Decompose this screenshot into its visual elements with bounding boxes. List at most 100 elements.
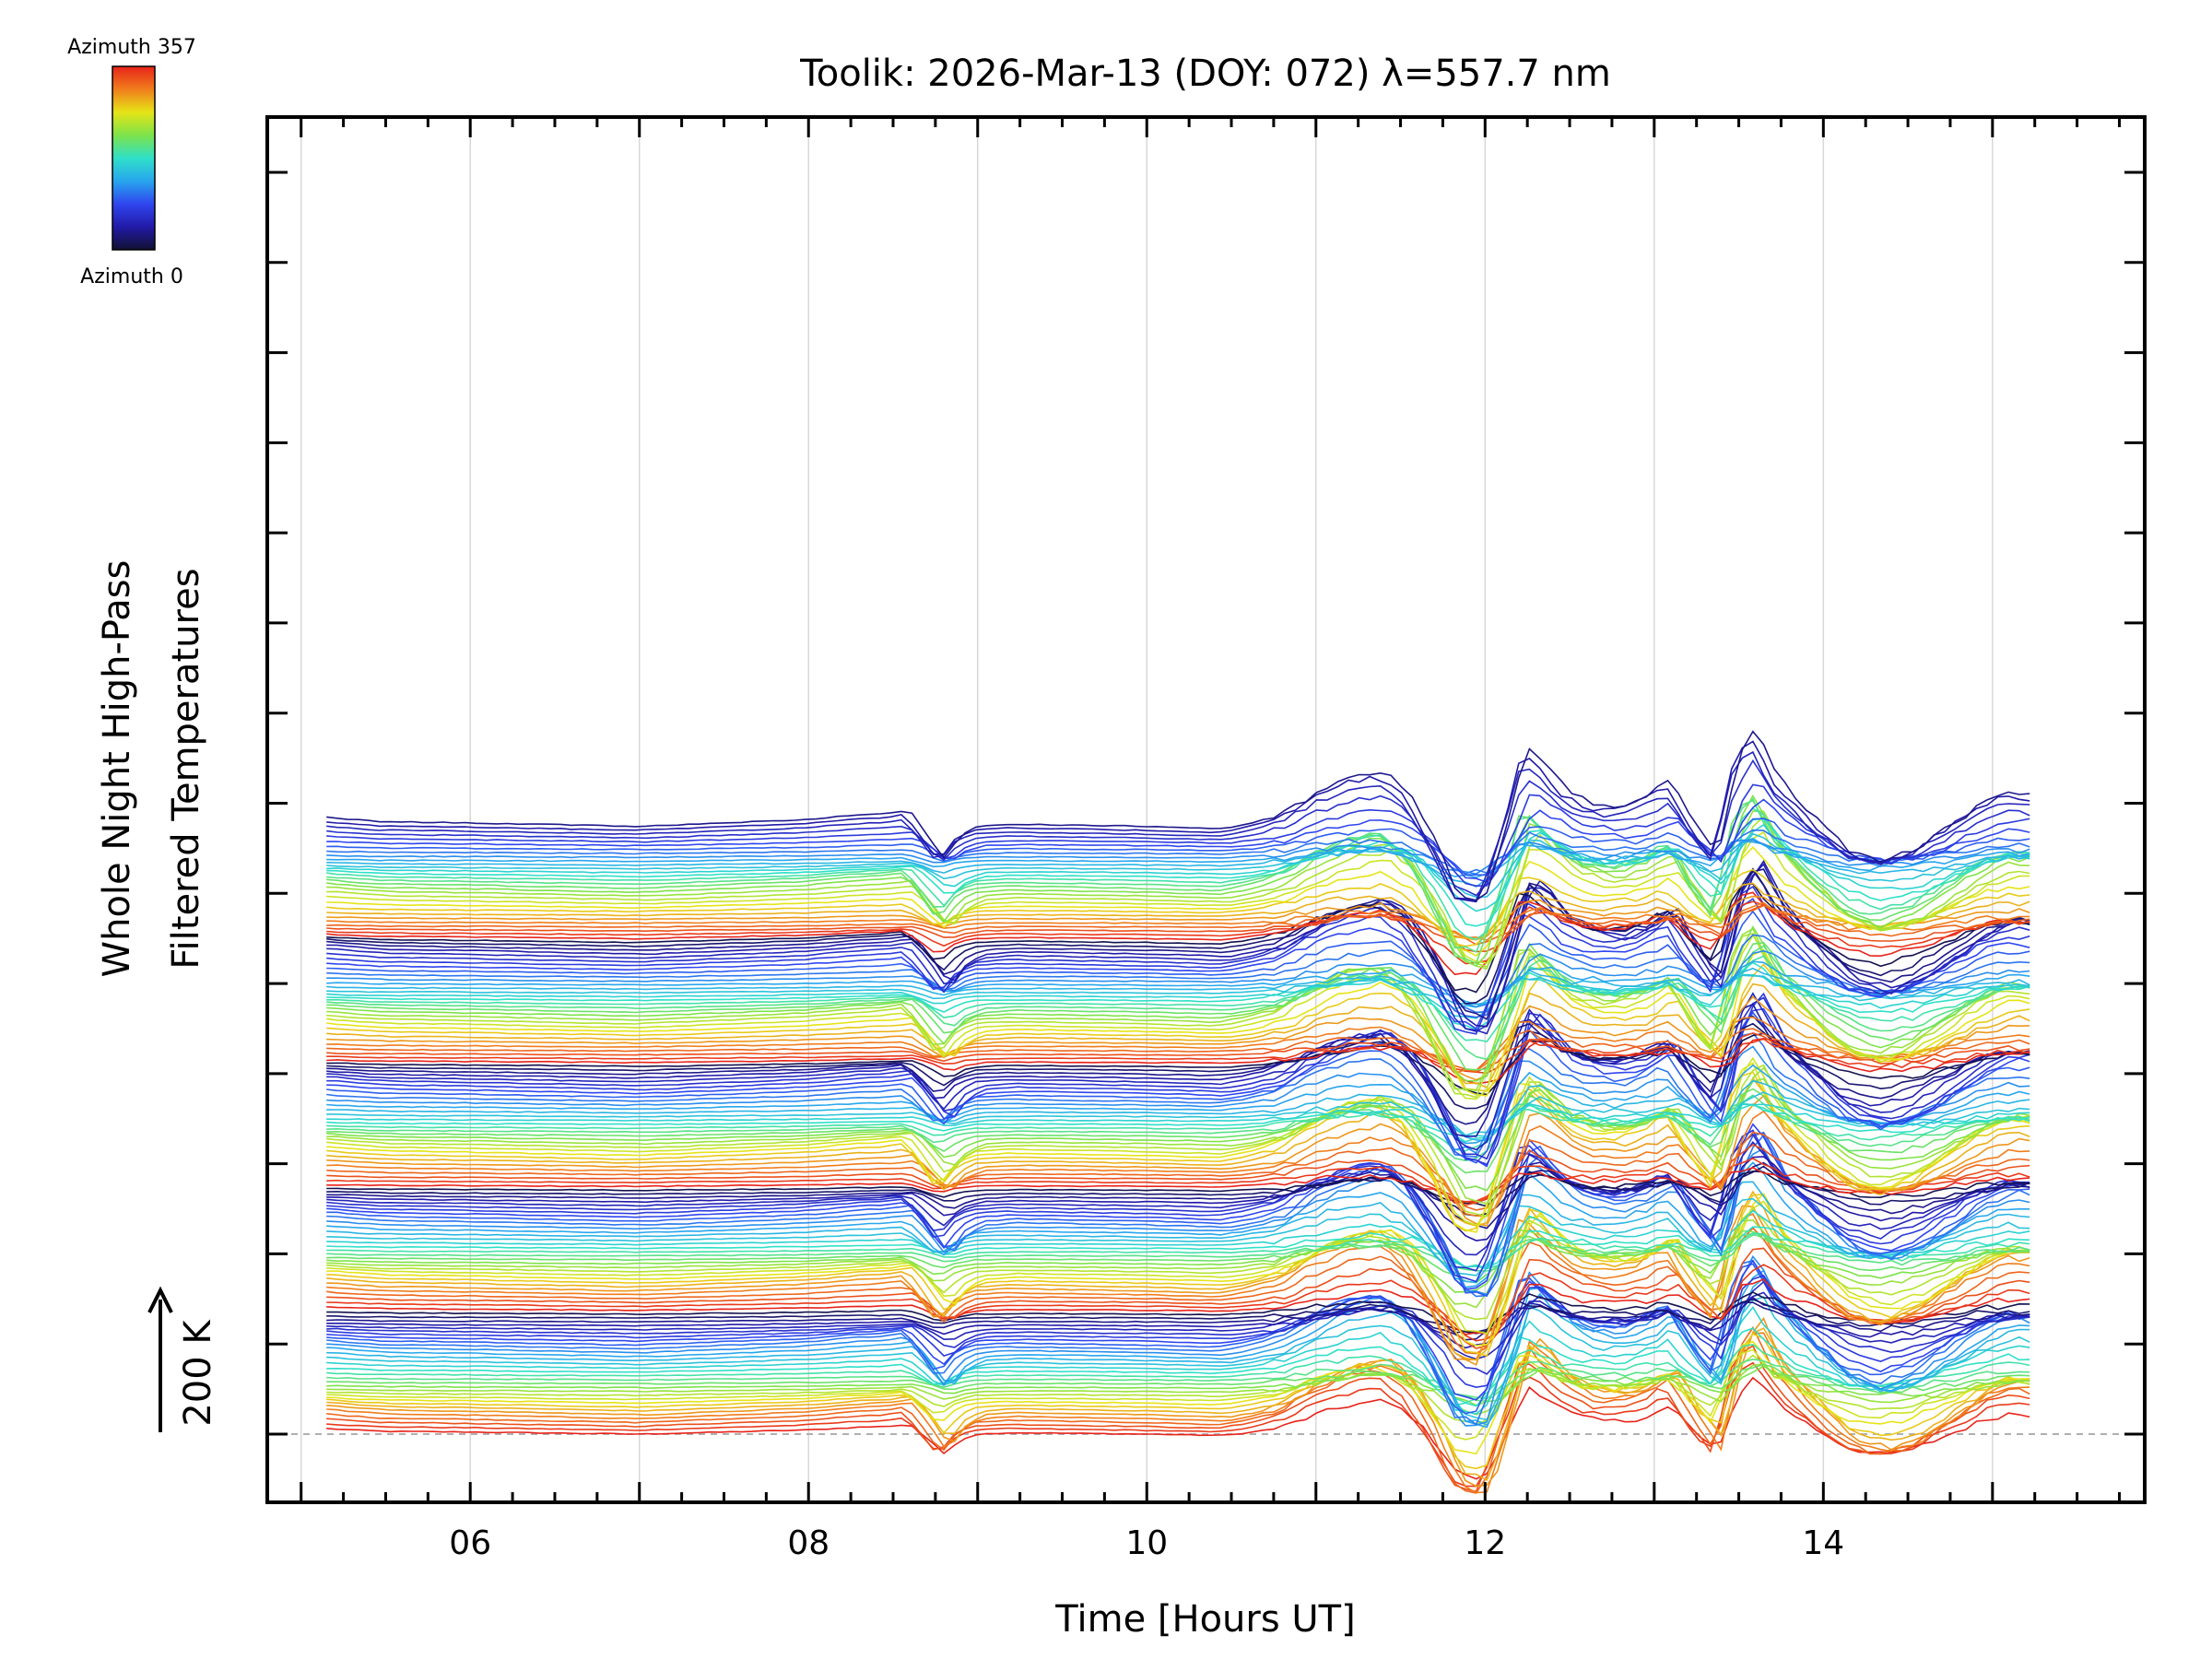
series-line — [326, 1361, 2030, 1488]
series-line — [326, 740, 2030, 903]
series-line — [326, 1192, 2030, 1347]
series-line — [326, 1028, 2030, 1072]
series-line — [326, 1232, 2030, 1284]
series-line — [326, 1016, 2030, 1075]
series-line — [326, 829, 2030, 875]
series-line — [326, 1103, 2030, 1143]
series-line — [326, 1056, 2030, 1227]
series-line — [326, 1325, 2030, 1494]
series-line — [326, 982, 2030, 1089]
series-line — [326, 1131, 2030, 1211]
series-line — [326, 1032, 2030, 1096]
series-line — [326, 995, 2030, 1081]
y-axis-label-line2: Filtered Temperatures — [165, 568, 207, 969]
series-line — [326, 1094, 2030, 1162]
series-line — [326, 1088, 2030, 1174]
series-line — [326, 963, 2030, 1092]
series-line — [326, 1129, 2030, 1283]
series-line — [326, 839, 2030, 875]
series-line — [326, 1327, 2030, 1407]
series-line — [326, 1165, 2030, 1217]
colorbar: Azimuth 357 Azimuth 0 — [67, 36, 196, 288]
chart-title: Toolik: 2026-Mar-13 (DOY: 072) λ=557.7 n… — [799, 53, 1611, 95]
series-line — [326, 783, 2030, 888]
series-line — [326, 992, 2030, 1166]
series-line — [326, 759, 2030, 897]
y-axis-label-line1: Whole Night High-Pass — [96, 560, 138, 978]
series-line — [326, 1296, 2030, 1349]
series-line — [326, 933, 2030, 1099]
series-line — [326, 901, 2030, 941]
series-line — [326, 941, 2030, 1071]
series-line — [326, 1376, 2030, 1480]
series-line — [326, 1232, 2030, 1270]
series-line — [326, 1345, 2030, 1493]
series-line — [326, 895, 2030, 941]
series-line — [326, 1181, 2030, 1284]
series-line — [326, 1226, 2030, 1269]
series-traces — [326, 730, 2030, 1494]
scale-bar-label: 200 K — [177, 1319, 219, 1427]
series-line — [326, 882, 2030, 941]
series-line — [326, 1123, 2030, 1290]
series-line — [326, 818, 2030, 877]
series-line — [326, 867, 2030, 1005]
series-line — [326, 1110, 2030, 1218]
x-axis-label: Time [Hours UT] — [1054, 1598, 1355, 1641]
series-line — [326, 1141, 2030, 1256]
x-tick-label: 12 — [1464, 1524, 1506, 1562]
series-line — [326, 1158, 2030, 1203]
series-line — [326, 841, 2030, 878]
series-line — [326, 1275, 2030, 1389]
series-line — [326, 1007, 2030, 1168]
series-line — [326, 818, 2030, 927]
series-line — [326, 823, 2030, 912]
series-line — [326, 846, 2030, 957]
series-line — [326, 797, 2030, 953]
series-line — [326, 1064, 2030, 1218]
series-line — [326, 1022, 2030, 1110]
series-line — [326, 1190, 2030, 1361]
series-line — [326, 1102, 2030, 1137]
series-line — [326, 1234, 2030, 1272]
series-line — [326, 1071, 2030, 1232]
series-line — [326, 996, 2030, 1160]
series-line — [326, 1333, 2030, 1470]
series-line — [326, 1038, 2030, 1075]
series-line — [326, 794, 2030, 967]
series-line — [326, 927, 2030, 1092]
x-tick-label: 08 — [787, 1524, 830, 1562]
series-line — [326, 945, 2030, 1061]
series-line — [326, 1348, 2030, 1441]
x-tick-label: 10 — [1125, 1524, 1168, 1562]
series-line — [326, 830, 2030, 964]
series-line — [326, 1306, 2030, 1415]
colorbar-top-label: Azimuth 357 — [67, 36, 196, 59]
series-line — [326, 1259, 2030, 1426]
series-line — [326, 886, 2030, 1035]
series-line — [326, 1247, 2030, 1349]
series-line — [326, 815, 2030, 968]
series-line — [326, 868, 2030, 1020]
series-line — [326, 891, 2030, 976]
series-line — [326, 1079, 2030, 1142]
series-line — [326, 1263, 2030, 1415]
x-tick-labels: 06 08 10 12 14 — [449, 1524, 1844, 1562]
series-line — [326, 730, 2030, 901]
series-line — [326, 910, 2030, 1018]
plot-frame — [265, 115, 2147, 1504]
series-line — [326, 934, 2030, 1100]
axis-ticks — [267, 117, 2145, 1502]
series-line — [326, 1003, 2030, 1137]
series-line — [326, 1094, 2030, 1227]
series-line — [326, 1296, 2030, 1421]
series-line — [326, 1032, 2030, 1074]
series-line — [326, 807, 2030, 941]
series-line — [326, 1340, 2030, 1455]
series-line — [326, 1363, 2030, 1416]
series-line — [326, 1045, 2030, 1155]
series-line — [326, 1230, 2030, 1293]
series-line — [326, 1144, 2030, 1206]
series-line — [326, 1363, 2030, 1403]
series-line — [326, 1365, 2030, 1406]
